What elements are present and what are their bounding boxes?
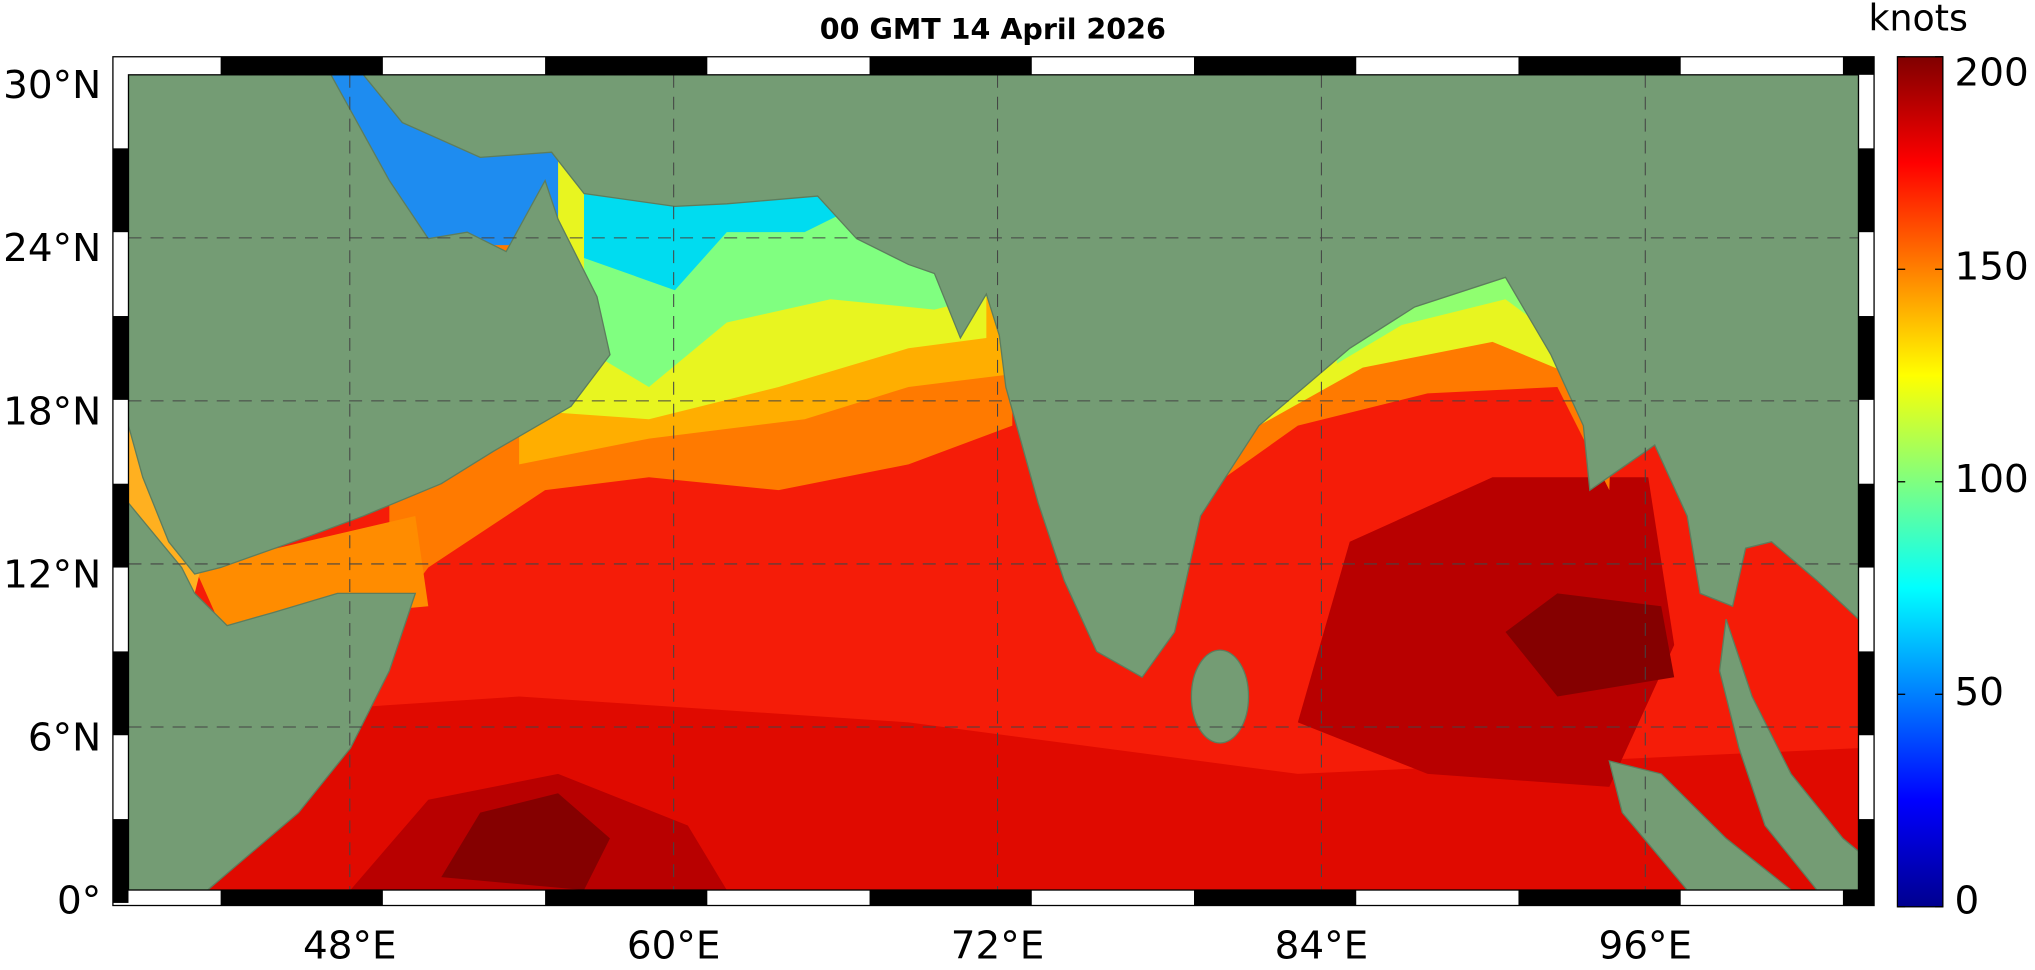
colorbar-tick-label: 200: [1955, 50, 2029, 95]
grid: [128, 74, 1859, 891]
frame-segment: [1194, 56, 1357, 75]
frame-segment: [1518, 890, 1681, 906]
frame-segment: [112, 316, 129, 400]
map-inner-frame: [127, 74, 1860, 891]
frame-segment: [545, 890, 708, 906]
x-tick-label: 60°E: [627, 924, 721, 969]
x-tick-label: 72°E: [951, 924, 1045, 969]
frame-segment: [1194, 890, 1357, 906]
x-tick-label: 84°E: [1275, 924, 1369, 969]
axes: 48°E 60°E 72°E 84°E 96°E 0° 6°N 12°N 18°N 24°N 30°…: [3, 50, 2029, 968]
frame-segment: [220, 56, 383, 75]
land: [128, 502, 417, 891]
colorbar-tick-label: 50: [1955, 670, 2005, 715]
frame-pattern: [112, 56, 1875, 906]
y-tick-label: 6°N: [28, 715, 101, 760]
contour-band: [441, 793, 610, 891]
y-tick-label: 12°N: [3, 552, 101, 597]
x-tick-label: 48°E: [303, 924, 397, 969]
frame-segment: [545, 56, 708, 75]
y-tick-label: 0°: [57, 879, 101, 924]
colorbar-label: knots: [1868, 0, 1967, 40]
frame-segment: [1858, 483, 1875, 568]
frame-segment: [112, 651, 129, 736]
wind-field: [128, 74, 1859, 891]
frame-segment: [1518, 56, 1681, 75]
y-tick-label: 24°N: [3, 226, 101, 271]
frame-segment: [1858, 148, 1875, 233]
frame-segment: [1858, 819, 1875, 903]
x-tick-label: 96°E: [1598, 924, 1692, 969]
colorbar-tick-label: 150: [1955, 245, 2029, 290]
colorbar-tick-label: 100: [1955, 457, 2029, 502]
frame-segment: [220, 890, 383, 906]
frame-segment: [869, 56, 1032, 75]
frame-segment: [1858, 316, 1875, 400]
land: [128, 74, 611, 575]
land: [1718, 618, 1859, 891]
frame-segment: [112, 148, 129, 233]
land: [1608, 760, 1793, 891]
frame-segment: [112, 483, 129, 568]
frame-segment: [1858, 651, 1875, 736]
land: [362, 74, 1859, 679]
colorbar-tick-label: 0: [1955, 879, 1980, 924]
contour-band: [1297, 477, 1675, 787]
y-tick-label: 18°N: [3, 389, 101, 434]
frame-segment: [112, 819, 129, 903]
contour-band: [1505, 593, 1675, 697]
frame-segment: [869, 890, 1032, 906]
frame-segment: [1842, 56, 1875, 75]
map-title: 00 GMT 14 April 2026: [820, 13, 1166, 46]
y-tick-label: 30°N: [3, 63, 101, 108]
land: [1190, 649, 1250, 744]
